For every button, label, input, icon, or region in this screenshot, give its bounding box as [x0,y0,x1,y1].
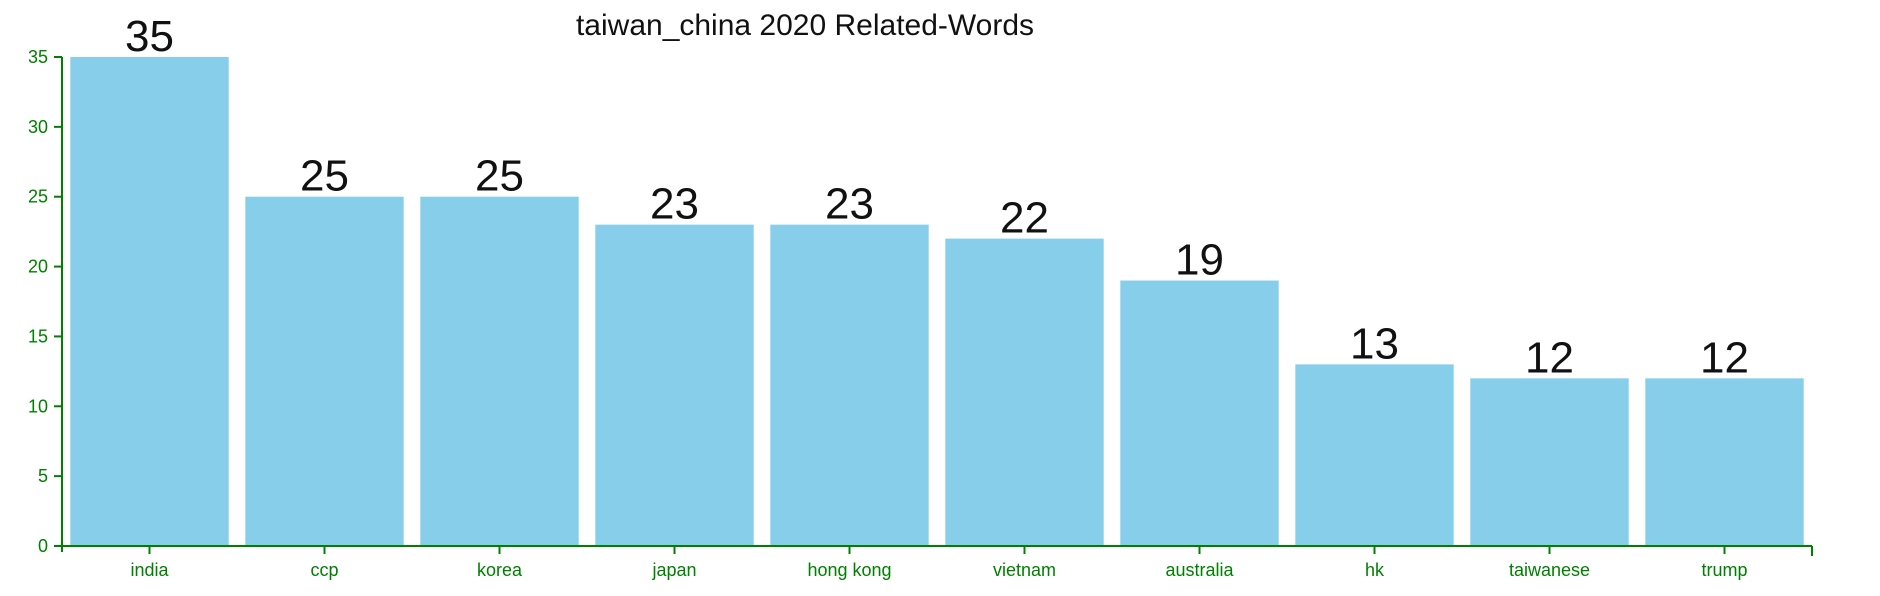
value-label-hk: 13 [1350,319,1399,368]
bars [70,57,1804,546]
value-label-korea: 25 [475,152,524,201]
y-tick-label: 25 [28,187,48,207]
y-tick-label: 30 [28,117,48,137]
y-tick-label: 10 [28,396,48,416]
x-tick-label-hong-kong: hong kong [807,560,891,580]
value-label-japan: 23 [650,180,699,229]
x-tick-label-taiwanese: taiwanese [1509,560,1590,580]
x-tick-label-ccp: ccp [310,560,338,580]
x-axis: india ccp korea japan hong kong vietnam austra… [62,545,1813,580]
bar-korea [420,196,579,546]
bar-taiwanese [1470,378,1629,546]
chart-title: taiwan_china 2020 Related-Words [576,9,1034,42]
x-tick-label-vietnam: vietnam [993,560,1056,580]
y-axis: 0 5 10 15 20 25 30 35 [28,47,63,556]
x-tick-label-trump: trump [1701,560,1747,580]
bar-japan [595,224,754,546]
x-tick-label-india: india [130,560,169,580]
bar-hk [1295,364,1454,546]
value-label-india: 35 [125,12,174,61]
value-label-trump: 12 [1700,333,1749,382]
bar-trump [1645,378,1804,546]
value-label-hong-kong: 23 [825,180,874,229]
value-label-taiwanese: 12 [1525,333,1574,382]
x-tick-label-hk: hk [1365,560,1385,580]
value-label-vietnam: 22 [1000,194,1049,243]
y-tick-label: 5 [38,466,48,486]
bar-ccp [245,196,404,546]
y-tick-label: 0 [38,536,48,556]
x-tick-label-australia: australia [1165,560,1234,580]
y-tick-label: 15 [28,326,48,346]
value-labels: 35 25 25 23 23 22 19 13 12 12 [125,12,1749,382]
value-label-ccp: 25 [300,152,349,201]
x-tick-label-korea: korea [477,560,523,580]
y-tick-label: 20 [28,257,48,277]
bar-vietnam [945,238,1104,546]
x-tick-label-japan: japan [651,560,696,580]
value-label-australia: 19 [1175,236,1224,285]
y-tick-label: 35 [28,47,48,67]
bar-australia [1120,280,1279,546]
bar-hong-kong [770,224,929,546]
bar-india [70,57,229,546]
